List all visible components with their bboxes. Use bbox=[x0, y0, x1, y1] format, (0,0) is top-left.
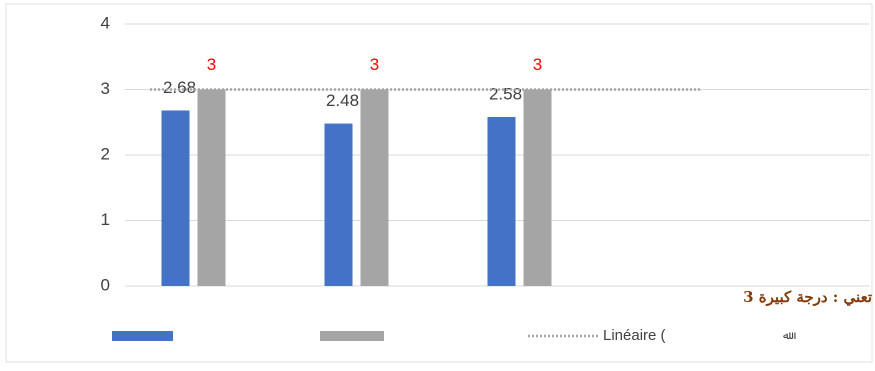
y-tick-label: 1 bbox=[101, 210, 110, 229]
y-tick-label: 2 bbox=[101, 144, 110, 163]
bar bbox=[324, 123, 353, 286]
data-label: 2.58 bbox=[489, 84, 522, 103]
legend-label: Linéaire ( bbox=[603, 327, 666, 344]
data-label: 2.48 bbox=[326, 91, 359, 110]
y-tick-label: 4 bbox=[101, 13, 110, 32]
annotation: 3 تعني : درجة كبيرة bbox=[743, 288, 872, 307]
bar bbox=[523, 89, 552, 286]
legend-swatch bbox=[112, 331, 173, 341]
bar bbox=[487, 117, 516, 286]
bar bbox=[197, 89, 226, 286]
legend-symbol: ﷲ bbox=[783, 330, 796, 342]
data-label: 3 bbox=[207, 55, 216, 74]
bar bbox=[161, 110, 190, 287]
data-label: 3 bbox=[533, 55, 542, 74]
data-label: 3 bbox=[370, 55, 379, 74]
data-label: 2.68 bbox=[163, 78, 196, 97]
bar bbox=[360, 89, 389, 286]
chart-border bbox=[5, 3, 873, 363]
y-tick-label: 3 bbox=[101, 79, 110, 98]
legend-swatch bbox=[320, 331, 384, 341]
y-tick-label: 0 bbox=[101, 275, 110, 294]
